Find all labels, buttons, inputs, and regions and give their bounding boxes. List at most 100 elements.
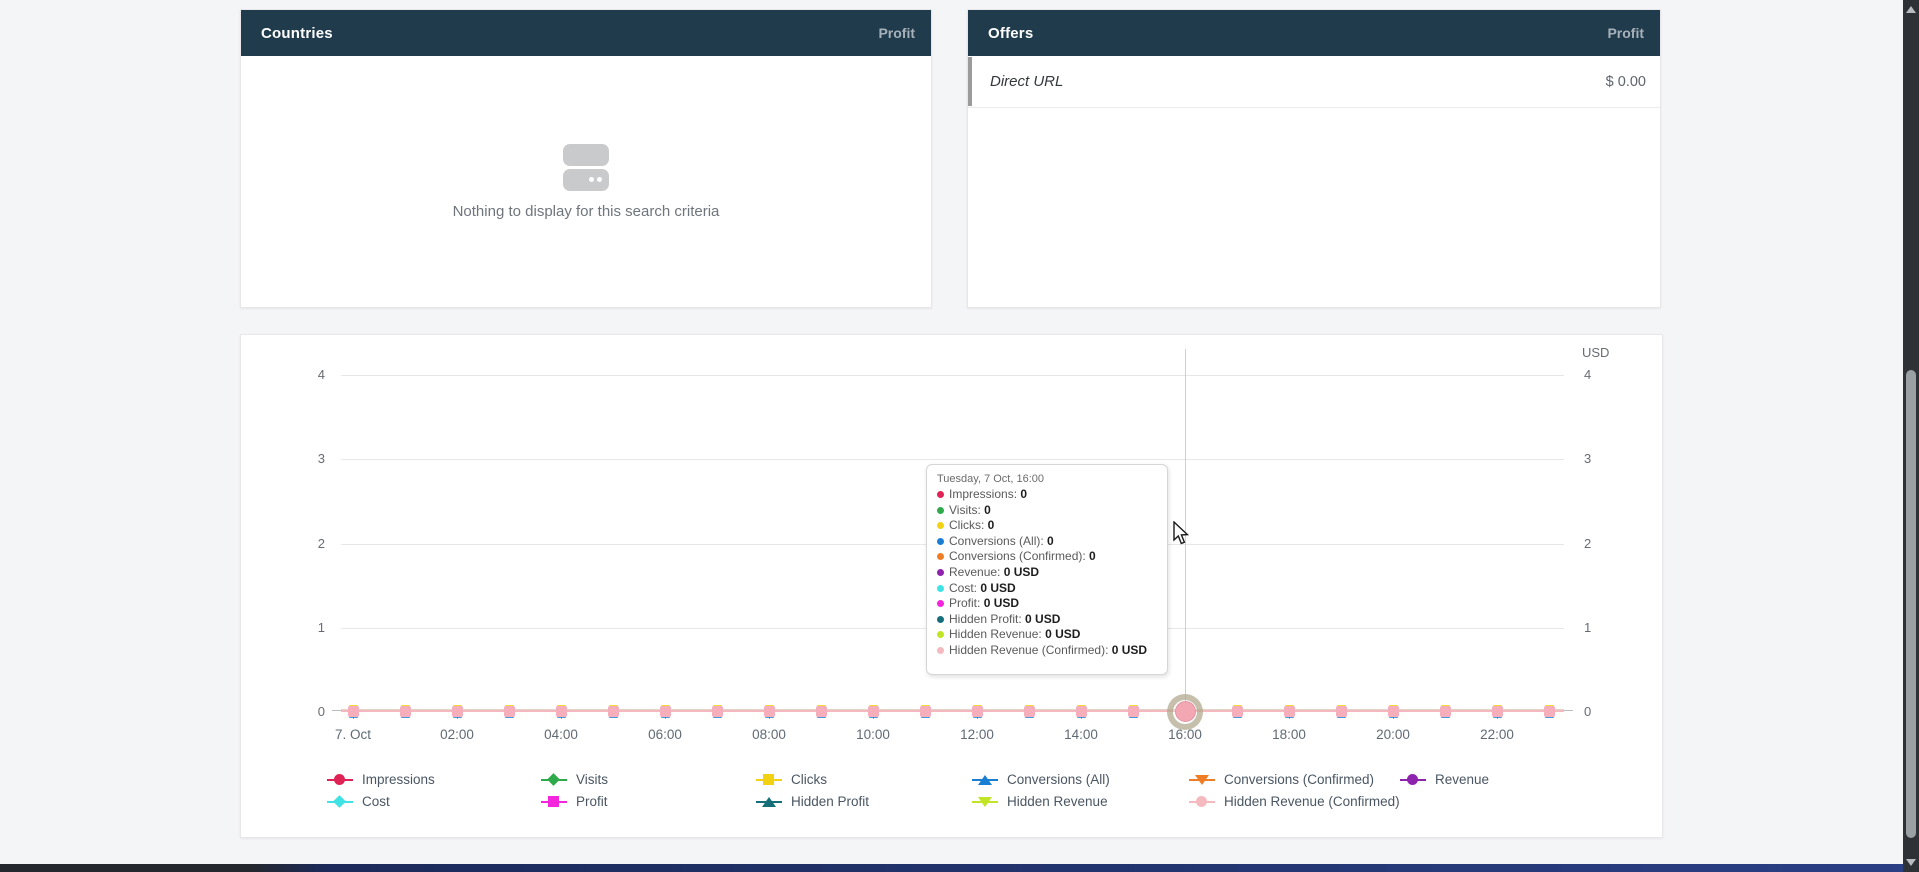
scroll-up-icon[interactable] bbox=[1906, 6, 1916, 13]
legend-label: Revenue bbox=[1435, 772, 1490, 787]
tooltip-series-row: Impressions: 0 bbox=[937, 487, 1157, 503]
x-axis-label: 16:00 bbox=[1168, 727, 1202, 742]
series-color-dot bbox=[937, 537, 944, 545]
data-point[interactable] bbox=[712, 706, 723, 717]
x-axis-label: 18:00 bbox=[1272, 727, 1306, 742]
countries-metric-label[interactable]: Profit bbox=[878, 25, 915, 41]
data-point[interactable] bbox=[1232, 706, 1243, 717]
countries-empty-state: Nothing to display for this search crite… bbox=[241, 56, 931, 307]
y-gridline bbox=[341, 375, 1564, 376]
data-point[interactable] bbox=[764, 706, 775, 717]
data-point[interactable] bbox=[1284, 706, 1295, 717]
y-axis-label-right: 0 bbox=[1584, 704, 1592, 719]
legend-item-hidden-revenue-confirmed-[interactable]: Hidden Revenue (Confirmed) bbox=[1189, 794, 1400, 809]
mouse-cursor-icon bbox=[1173, 521, 1190, 545]
y-axis-label-left: 2 bbox=[317, 535, 325, 551]
series-color-dot bbox=[937, 568, 944, 576]
x-axis-label: 04:00 bbox=[544, 727, 578, 742]
square-marker-icon bbox=[756, 773, 782, 787]
offer-name[interactable]: Direct URL bbox=[990, 73, 1064, 90]
data-point[interactable] bbox=[400, 706, 411, 717]
vertical-scrollbar[interactable] bbox=[1903, 0, 1919, 872]
scrollbar-thumb[interactable] bbox=[1906, 370, 1916, 838]
legend-item-clicks[interactable]: Clicks bbox=[756, 772, 827, 787]
data-point[interactable] bbox=[920, 706, 931, 717]
circle-marker-icon bbox=[1400, 773, 1426, 787]
triangle-down-marker-icon bbox=[1189, 773, 1215, 787]
series-color-dot bbox=[937, 491, 944, 498]
diamond-marker-icon bbox=[541, 772, 567, 787]
legend-item-revenue[interactable]: Revenue bbox=[1400, 772, 1489, 787]
series-color-dot bbox=[937, 553, 944, 561]
y-axis-label-left: 0 bbox=[317, 704, 325, 719]
data-point[interactable] bbox=[556, 706, 567, 717]
data-point[interactable] bbox=[1544, 706, 1555, 717]
data-point[interactable] bbox=[1024, 706, 1035, 717]
x-axis-label: 08:00 bbox=[752, 727, 786, 742]
data-point[interactable] bbox=[608, 706, 619, 717]
legend-item-profit[interactable]: Profit bbox=[541, 794, 608, 809]
offers-title: Offers bbox=[988, 24, 1034, 42]
data-point[interactable] bbox=[1492, 706, 1503, 717]
legend-item-conversions-confirmed-[interactable]: Conversions (Confirmed) bbox=[1189, 772, 1374, 787]
legend-label: Impressions bbox=[362, 772, 435, 787]
x-axis-label: 20:00 bbox=[1376, 727, 1410, 742]
data-point[interactable] bbox=[504, 706, 515, 717]
tooltip-series-row: Hidden Revenue (Confirmed): 0 USD bbox=[937, 643, 1157, 659]
x-axis-label: 7. Oct bbox=[334, 727, 371, 742]
data-point[interactable] bbox=[348, 706, 359, 717]
tooltip-series-row: Cost: 0 USD bbox=[937, 581, 1157, 597]
tooltip-series-row: Revenue: 0 USD bbox=[937, 565, 1157, 581]
data-point[interactable] bbox=[660, 706, 671, 717]
hover-crosshair-line bbox=[1185, 349, 1186, 712]
series-color-dot bbox=[937, 522, 944, 530]
data-point[interactable] bbox=[868, 706, 879, 717]
series-color-dot bbox=[937, 646, 944, 654]
y-axis-label-right: 3 bbox=[1584, 451, 1592, 467]
diamond-marker-icon bbox=[327, 794, 353, 809]
y-axis-label-left: 3 bbox=[317, 451, 325, 467]
y-axis-label-left: 1 bbox=[317, 619, 325, 635]
zero-value-line bbox=[341, 709, 1564, 712]
data-point[interactable] bbox=[1076, 706, 1087, 717]
legend-label: Visits bbox=[576, 772, 609, 787]
data-point[interactable] bbox=[816, 706, 827, 717]
data-point[interactable] bbox=[452, 706, 463, 717]
series-color-dot bbox=[937, 615, 944, 623]
highlighted-data-point[interactable] bbox=[1175, 701, 1196, 722]
offers-panel-header: Offers Profit bbox=[968, 10, 1660, 56]
legend-label: Profit bbox=[576, 794, 608, 809]
legend-item-impressions[interactable]: Impressions bbox=[327, 772, 435, 787]
scroll-down-icon[interactable] bbox=[1906, 859, 1916, 866]
tooltip-title: Tuesday, 7 Oct, 16:00 bbox=[937, 473, 1045, 485]
legend-label: Cost bbox=[362, 794, 390, 809]
timeseries-chart: USD 0 0 1 1 2 2 3 3 4 4 7. Oct 02:00 04:00 06:00 08:00… bbox=[240, 334, 1663, 838]
tooltip-series-row: Hidden Profit: 0 USD bbox=[937, 612, 1157, 628]
data-point[interactable] bbox=[1128, 706, 1139, 717]
legend-item-hidden-revenue[interactable]: Hidden Revenue bbox=[972, 794, 1108, 809]
x-axis-label: 06:00 bbox=[648, 727, 682, 742]
data-point[interactable] bbox=[1336, 706, 1347, 717]
triangle-down-marker-icon bbox=[972, 795, 998, 809]
countries-title: Countries bbox=[261, 24, 333, 42]
countries-panel-header: Countries Profit bbox=[241, 10, 931, 56]
offer-row-direct-url[interactable]: Direct URL $ 0.00 bbox=[968, 56, 1660, 108]
legend-item-cost[interactable]: Cost bbox=[327, 794, 390, 809]
x-axis-label: 12:00 bbox=[960, 727, 994, 742]
legend-label: Hidden Revenue bbox=[1007, 794, 1108, 809]
circle-marker-icon bbox=[1189, 795, 1215, 809]
legend-label: Clicks bbox=[791, 772, 827, 787]
chart-tooltip: Tuesday, 7 Oct, 16:00 Impressions: 0 Visi… bbox=[926, 464, 1168, 675]
data-point[interactable] bbox=[1388, 706, 1399, 717]
offers-metric-label[interactable]: Profit bbox=[1607, 25, 1644, 41]
data-point[interactable] bbox=[1440, 706, 1451, 717]
triangle-up-marker-icon bbox=[972, 773, 998, 787]
y-axis-unit-label: USD bbox=[1582, 345, 1610, 360]
x-axis-label: 22:00 bbox=[1480, 727, 1514, 742]
legend-item-conversions-all-[interactable]: Conversions (All) bbox=[972, 772, 1110, 787]
legend-item-visits[interactable]: Visits bbox=[541, 772, 608, 787]
axis-dash-right bbox=[1564, 710, 1573, 711]
server-icon bbox=[563, 143, 609, 191]
data-point[interactable] bbox=[972, 706, 983, 717]
legend-item-hidden-profit[interactable]: Hidden Profit bbox=[756, 794, 869, 809]
